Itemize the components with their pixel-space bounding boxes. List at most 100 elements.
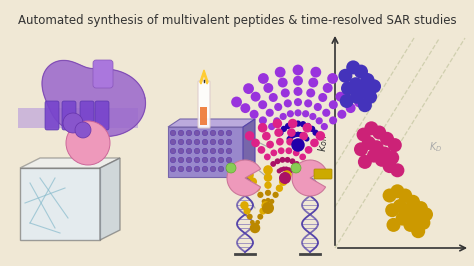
Circle shape [288,134,293,140]
Circle shape [377,147,392,160]
FancyBboxPatch shape [18,108,138,128]
Circle shape [406,195,420,209]
Circle shape [240,103,250,113]
Circle shape [281,126,287,132]
Circle shape [310,139,319,147]
Circle shape [302,134,308,140]
Circle shape [270,161,276,167]
Circle shape [210,157,216,163]
Circle shape [210,166,216,172]
Circle shape [329,100,338,109]
Circle shape [226,148,232,154]
Circle shape [361,73,374,87]
Text: $k_{on}$: $k_{on}$ [316,134,330,152]
Text: Automated synthesis of multivalent peptides & time-resolved SAR studies: Automated synthesis of multivalent pepti… [18,14,456,27]
Circle shape [314,103,322,111]
Circle shape [273,119,282,128]
Circle shape [411,224,425,238]
Circle shape [178,148,184,154]
Circle shape [285,123,291,129]
Circle shape [251,92,261,102]
Circle shape [298,132,303,137]
Wedge shape [292,160,326,196]
Circle shape [323,83,333,93]
Circle shape [290,158,295,164]
Circle shape [401,203,415,217]
Circle shape [362,136,376,150]
Circle shape [218,148,224,154]
Polygon shape [243,119,255,177]
Circle shape [186,139,192,145]
Circle shape [281,89,290,97]
Circle shape [280,113,287,120]
Circle shape [321,123,328,130]
Circle shape [291,133,296,138]
Circle shape [310,67,321,78]
FancyBboxPatch shape [45,101,59,130]
Circle shape [226,130,232,136]
Circle shape [250,220,255,225]
Circle shape [273,117,281,124]
Circle shape [306,89,315,97]
Circle shape [264,173,272,182]
Circle shape [312,130,319,136]
Circle shape [305,123,311,129]
Circle shape [403,218,418,232]
Circle shape [367,79,381,93]
Circle shape [350,90,364,104]
Circle shape [299,153,306,160]
Circle shape [386,218,401,232]
Circle shape [202,139,208,145]
Circle shape [290,121,296,127]
Circle shape [251,139,260,147]
Circle shape [385,203,399,217]
Circle shape [245,131,255,141]
Circle shape [269,199,274,204]
Circle shape [338,69,352,83]
Circle shape [286,138,294,146]
Circle shape [262,132,271,140]
FancyBboxPatch shape [93,60,113,88]
Circle shape [300,133,306,138]
Circle shape [178,157,184,163]
Circle shape [274,128,283,137]
Polygon shape [100,158,120,240]
Circle shape [276,138,284,146]
Circle shape [281,167,286,171]
Circle shape [263,165,273,175]
Circle shape [231,97,242,107]
Circle shape [354,97,365,107]
Circle shape [293,76,303,86]
Wedge shape [227,160,261,196]
Circle shape [226,157,232,163]
Circle shape [336,92,346,102]
Circle shape [279,177,287,186]
Circle shape [194,130,200,136]
Circle shape [291,138,305,152]
Circle shape [178,139,184,145]
Polygon shape [168,127,243,177]
Circle shape [282,170,292,180]
Circle shape [284,99,292,107]
Circle shape [356,128,371,142]
Circle shape [66,121,110,165]
Circle shape [255,220,260,225]
Circle shape [383,159,397,173]
Circle shape [186,157,192,163]
Circle shape [294,98,302,106]
Circle shape [296,141,304,148]
Circle shape [218,130,224,136]
Polygon shape [20,158,120,168]
Circle shape [316,131,325,141]
Circle shape [268,123,275,130]
Circle shape [337,110,346,119]
Circle shape [286,136,292,142]
Circle shape [240,201,249,210]
Circle shape [274,158,281,164]
Circle shape [265,198,271,203]
Circle shape [253,185,260,192]
Circle shape [210,139,216,145]
Circle shape [391,184,404,198]
Polygon shape [200,70,208,84]
Circle shape [308,78,318,88]
